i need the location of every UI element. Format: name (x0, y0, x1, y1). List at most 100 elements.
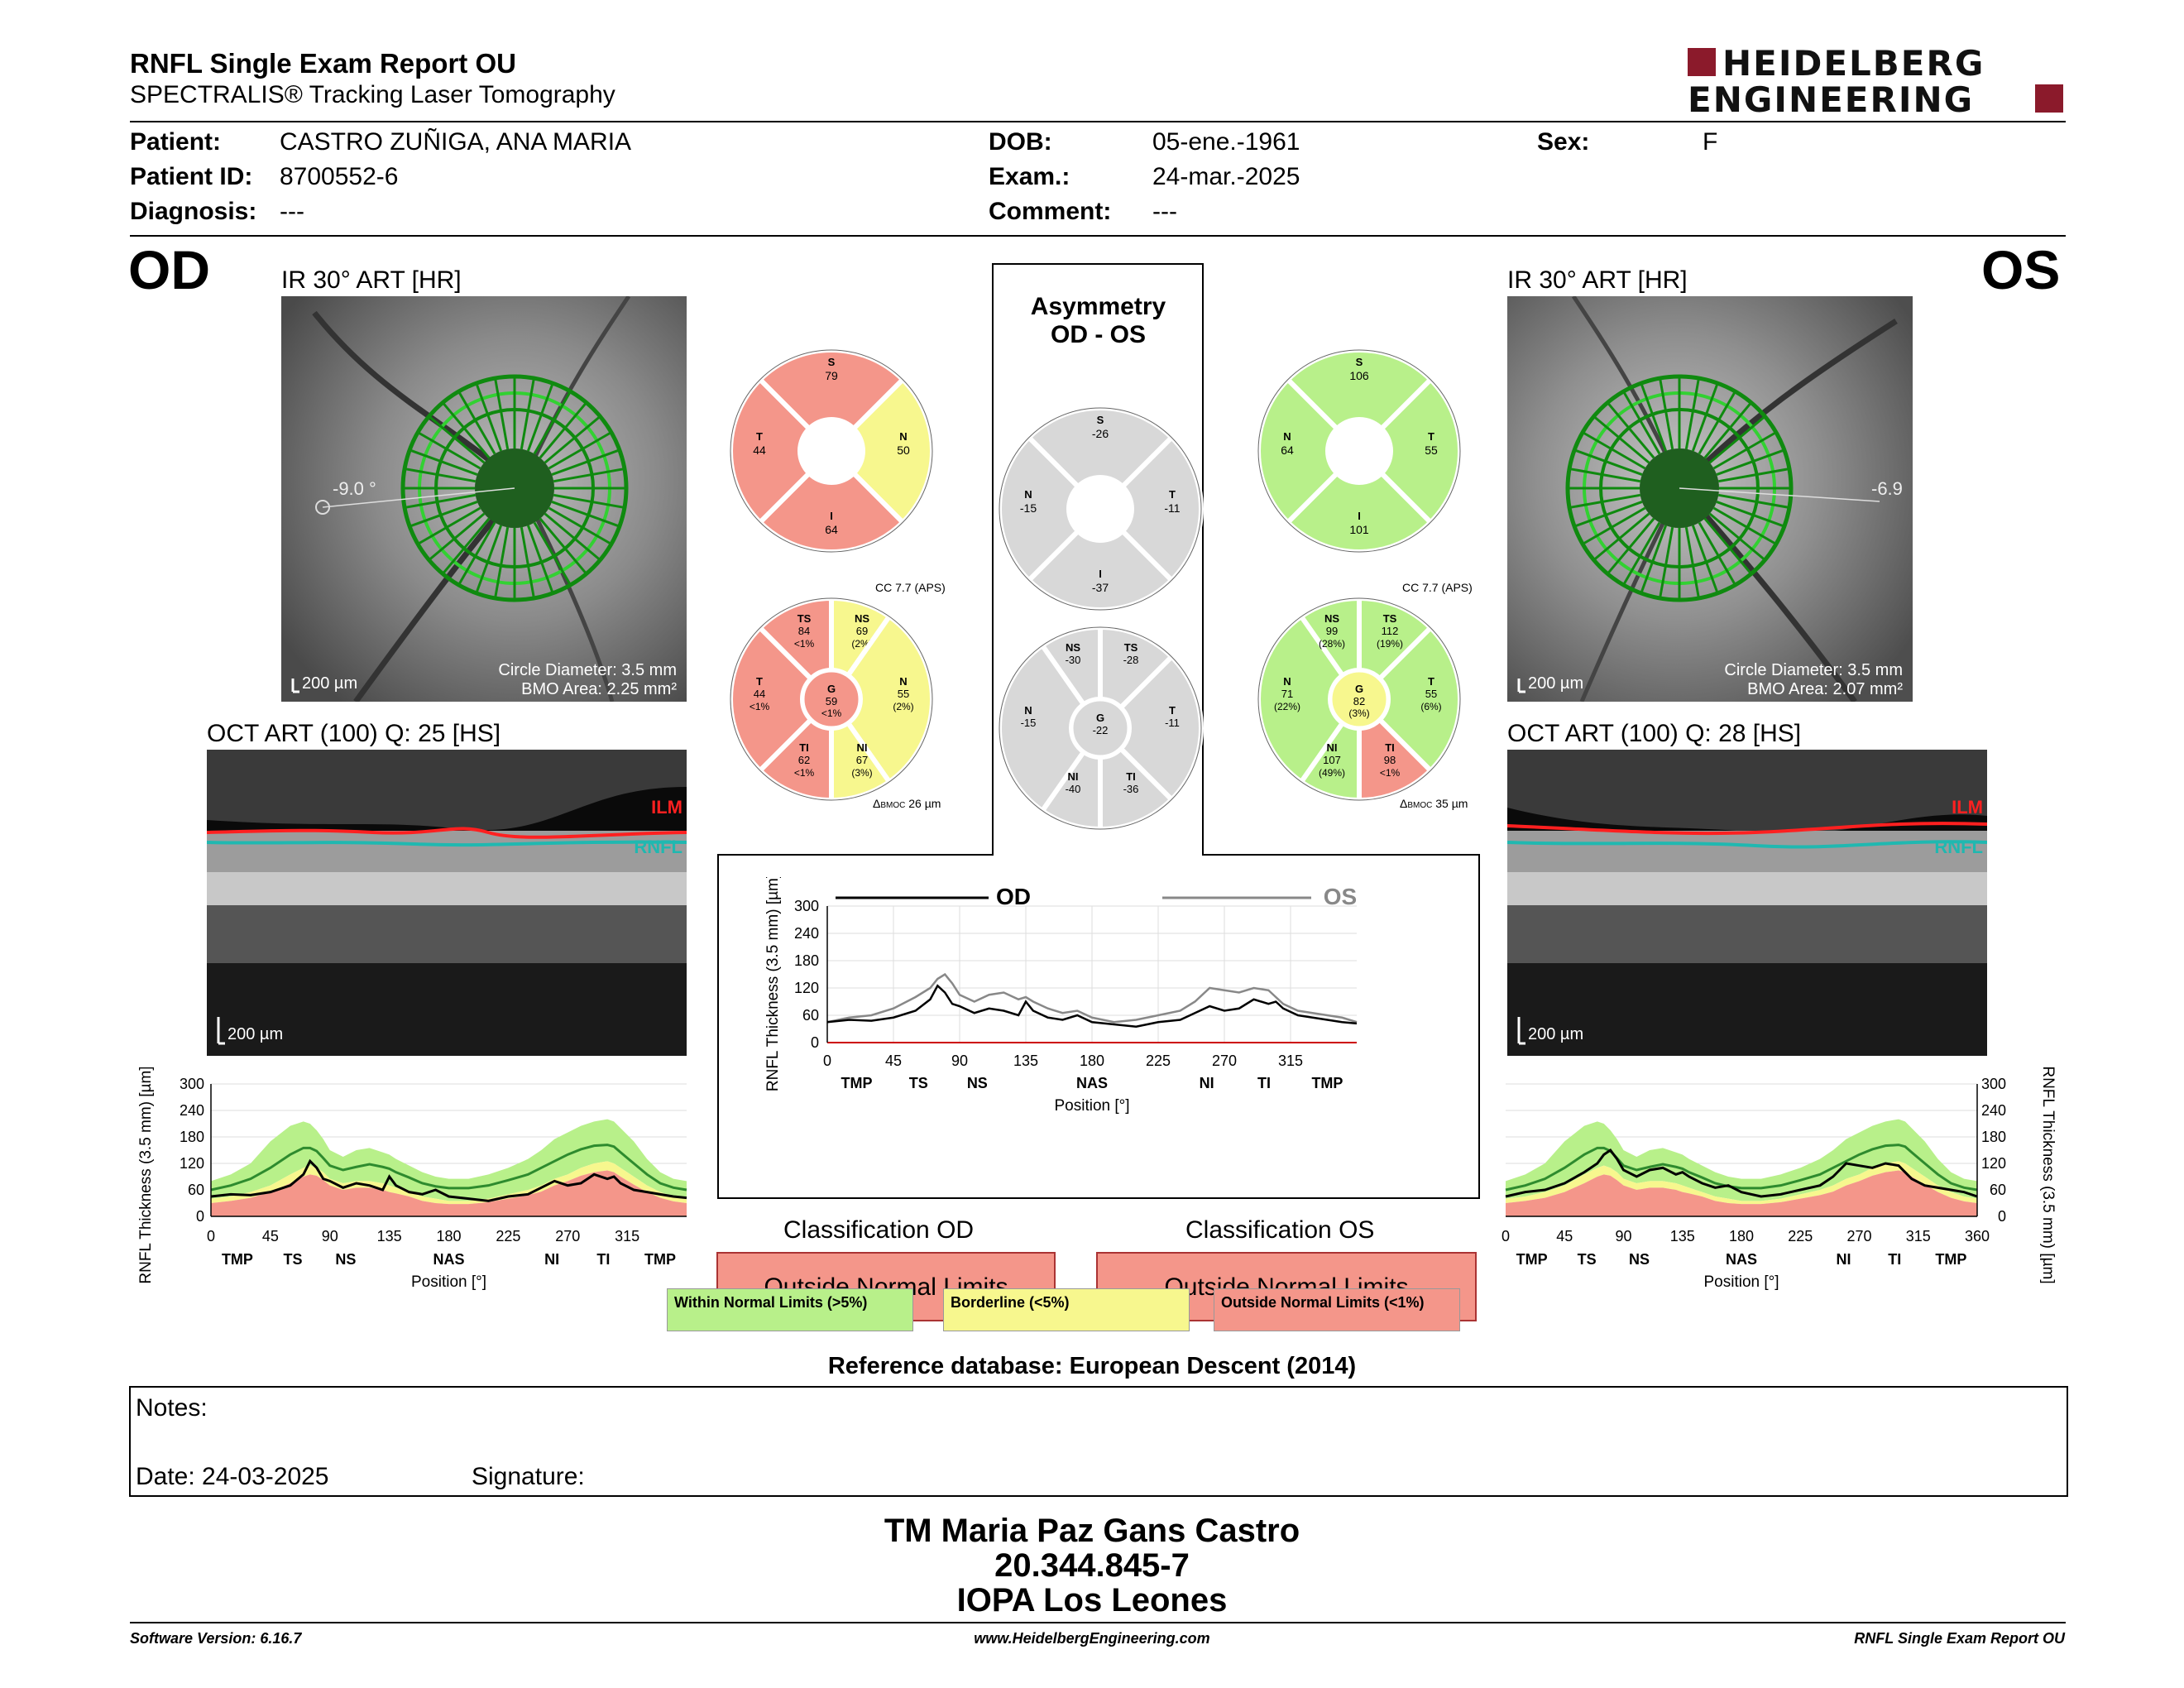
cmp-ylabel: RNFL Thickness (3.5 mm) [µm] (764, 877, 782, 1091)
od-profile-series-line (210, 1158, 687, 1202)
scan-spoke (1569, 468, 1640, 483)
os6-sector-ti-name: TI (1385, 741, 1395, 754)
os6-sector-ts-value: 112 (1382, 625, 1399, 637)
cmp-sector-label: TMP (1311, 1075, 1343, 1091)
od-bmoc-value: 26 µm (908, 797, 941, 810)
scan-spoke (1703, 517, 1752, 575)
scan-spoke (1607, 517, 1655, 575)
od6-sector-g-value: 59 (826, 695, 837, 707)
os-oct-svg: ILM RNFL 200 µm (1507, 750, 1987, 1056)
od-profile-ytick: 300 (180, 1076, 204, 1092)
os-label: OS (1981, 239, 2061, 300)
cmp-ytick: 60 (802, 1007, 819, 1024)
od6-sector-ts-value: 84 (798, 625, 810, 637)
od-profile-sector-label: NI (544, 1251, 559, 1268)
od6-sector-n-percentile: (2%) (893, 701, 913, 712)
od6-sector-ti-percentile: <1% (794, 767, 815, 779)
sex: F (1703, 128, 1718, 156)
os-classification-title: Classification OS (1185, 1216, 1375, 1244)
os6-sector-ti-percentile: <1% (1380, 767, 1401, 779)
os-ilm-label: ILM (1952, 797, 1983, 818)
od-profile-chart: 0 60 120 180 240 300 0 45 90 135 180 225 270 315 TMP TS… (137, 1067, 687, 1291)
cmp-ytick: 180 (794, 952, 819, 969)
asym-sectors-4: S-26 T-11 I-37 N-15 (997, 405, 1204, 612)
od-profile-band-red (211, 1170, 687, 1216)
scan-spoke (442, 401, 491, 459)
notes-box (129, 1386, 2068, 1497)
os-profile-sector-label: TMP (1516, 1251, 1548, 1268)
cmp-xtick: 270 (1212, 1053, 1237, 1069)
os-oct-title: OCT ART (100) Q: 28 [HS] (1507, 720, 1802, 747)
scan-spoke (533, 521, 572, 586)
website: www.HeidelbergEngineering.com (974, 1630, 1210, 1647)
os-profile-xtick: 45 (1556, 1228, 1573, 1244)
od4-sector-n-name: N (899, 430, 907, 443)
od6-sector-n-value: 55 (898, 688, 909, 700)
os-profile-xtick: 315 (1906, 1228, 1931, 1244)
od-profile-sector-label: TMP (222, 1251, 253, 1268)
signer-institution: IOPA Los Leones (956, 1582, 1228, 1618)
os4-sector-t-name: T (1428, 430, 1434, 443)
as6-sector-g-value: -22 (1093, 724, 1109, 736)
scan-spoke (475, 382, 502, 452)
od4-sector-s-name: S (828, 356, 836, 368)
os-profile-sector-label: NAS (1726, 1251, 1757, 1268)
scan-spoke (548, 506, 612, 545)
cmp-xtick: 180 (1080, 1053, 1104, 1069)
cmp-sector-label: NS (967, 1075, 988, 1091)
scan-spoke (527, 382, 554, 452)
os6-sector-ns-value: 99 (1326, 625, 1338, 637)
os-bmoc-value: 35 µm (1435, 797, 1468, 810)
cmp-od-line (826, 984, 1358, 1029)
report-title: RNFL Single Exam Report OU (130, 48, 516, 79)
dob: 05-ene.-1961 (1152, 128, 1300, 156)
os-profile-xtick: 0 (1502, 1228, 1510, 1244)
os-profile-sector-label: TS (1578, 1251, 1597, 1268)
os-cc-label: CC 7.7 (APS) (1402, 581, 1473, 594)
signer-rut: 20.344.845-7 (994, 1547, 1190, 1584)
diagnosis-label: Diagnosis: (130, 198, 257, 225)
od-profile-ylabel: RNFL Thickness (3.5 mm) [µm] (137, 1067, 155, 1284)
od4-sector-s-value: 79 (825, 369, 838, 382)
os-bmoc-label: ΔBMOC 35 µm (1400, 797, 1468, 810)
cmp-ytick: 240 (794, 925, 819, 942)
scan-spoke (539, 517, 587, 575)
legend-borderline: Borderline (<5%) (943, 1288, 1190, 1331)
as6-sector-ti-name: TI (1126, 770, 1136, 783)
os6-sector-n-name: N (1283, 675, 1291, 688)
od-scale-label: 200 µm (302, 674, 357, 693)
cmp-xtick: 90 (951, 1053, 968, 1069)
os-profile-xtick: 270 (1846, 1228, 1871, 1244)
os-fundus-image: -6.9 200 µm Circle Diameter: 3.5 mm BMO … (1507, 296, 1913, 702)
comment: --- (1152, 198, 1177, 225)
scan-spoke (1718, 493, 1790, 509)
od-oct-scale: 200 µm (228, 1025, 283, 1043)
os-fundus-svg: -6.9 200 µm Circle Diameter: 3.5 mm BMO … (1507, 296, 1913, 702)
od-ilm-label: ILM (651, 797, 682, 818)
os-angle-label: -6.9 (1871, 478, 1903, 499)
od-sectors-4: S79 N50 I64 T44 (728, 348, 935, 554)
od6-sector-ti-name: TI (799, 741, 809, 754)
footer-report-name: RNFL Single Exam Report OU (1854, 1630, 2065, 1647)
os4-sector-n-name: N (1283, 430, 1291, 443)
od-profile-xtick: 315 (615, 1228, 639, 1244)
os-profile-ytick: 240 (1981, 1102, 2006, 1119)
scan-spoke (428, 415, 486, 464)
od-profile-sector-label: NAS (433, 1251, 464, 1268)
scan-spoke (1659, 377, 1674, 449)
as6-sector-ns-value: -30 (1066, 654, 1081, 666)
os-profile-band-red (1506, 1170, 1977, 1216)
as4-sector-n-value: -15 (1020, 501, 1037, 515)
scan-spoke (475, 525, 502, 594)
notes-signature: Signature: (472, 1463, 585, 1490)
od4-sector-n-value: 50 (897, 444, 910, 457)
scan-spoke (1684, 377, 1700, 449)
patient-rule (130, 235, 2066, 237)
os6-sector-n-percentile: (22%) (1274, 701, 1300, 712)
cmp-sector-label: TMP (841, 1075, 873, 1091)
od-profile-sector-label: TMP (644, 1251, 676, 1268)
od-oct-image: ILM RNFL 200 µm (207, 750, 687, 1056)
od6-sector-ni-name: NI (857, 741, 868, 754)
as4-sector-s-name: S (1097, 414, 1104, 426)
od6-sector-ti-value: 62 (798, 754, 810, 766)
